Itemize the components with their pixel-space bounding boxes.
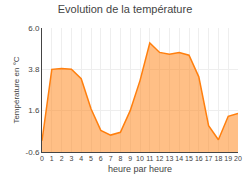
svg-text:2: 2 <box>60 155 64 162</box>
svg-text:Evolution de la température: Evolution de la température <box>58 3 193 15</box>
svg-text:11: 11 <box>146 155 153 162</box>
svg-text:18: 18 <box>215 155 223 162</box>
svg-text:17: 17 <box>205 155 213 162</box>
svg-text:14: 14 <box>175 155 183 162</box>
svg-text:7: 7 <box>109 155 113 162</box>
svg-text:1.6: 1.6 <box>28 106 40 115</box>
svg-text:6: 6 <box>99 155 103 162</box>
svg-text:1: 1 <box>50 155 54 162</box>
svg-text:0: 0 <box>40 155 44 162</box>
svg-text:Température en °C: Température en °C <box>12 56 21 123</box>
svg-text:heure par heure: heure par heure <box>108 164 172 174</box>
svg-text:10: 10 <box>136 155 144 162</box>
svg-text:5: 5 <box>89 155 93 162</box>
svg-text:15: 15 <box>185 155 193 162</box>
svg-text:3.8: 3.8 <box>28 65 40 74</box>
svg-text:19: 19 <box>224 155 232 162</box>
svg-text:13: 13 <box>166 155 174 162</box>
svg-text:4: 4 <box>79 155 83 162</box>
svg-text:20: 20 <box>234 155 242 162</box>
svg-text:-0.6: -0.6 <box>26 148 40 157</box>
svg-text:12: 12 <box>156 155 164 162</box>
svg-text:16: 16 <box>195 155 203 162</box>
svg-text:8: 8 <box>118 155 122 162</box>
svg-text:6.0: 6.0 <box>28 24 40 33</box>
svg-text:9: 9 <box>128 155 132 162</box>
svg-text:3: 3 <box>69 155 73 162</box>
